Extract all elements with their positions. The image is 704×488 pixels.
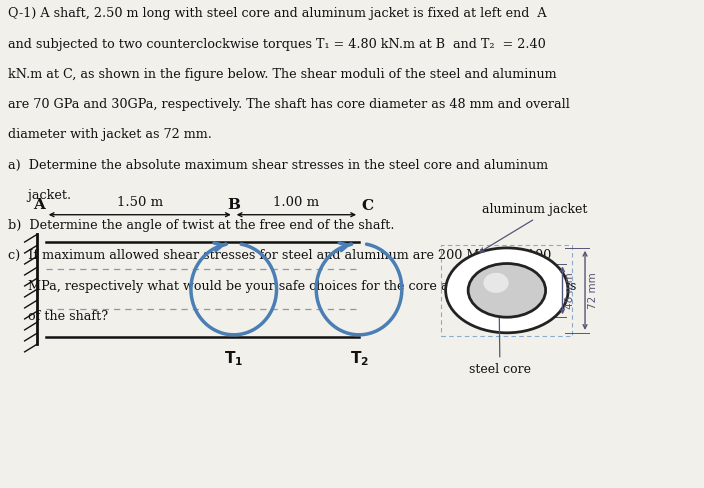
Text: $\mathbf{T_2}$: $\mathbf{T_2}$	[349, 349, 369, 367]
Text: B: B	[227, 198, 240, 212]
Text: are 70 GPa and 30GPa, respectively. The shaft has core diameter as 48 mm and ove: are 70 GPa and 30GPa, respectively. The …	[8, 98, 570, 111]
Text: of the shaft?: of the shaft?	[8, 310, 108, 323]
Circle shape	[468, 264, 546, 317]
Text: Q-1) A shaft, 2.50 m long with steel core and aluminum jacket is fixed at left e: Q-1) A shaft, 2.50 m long with steel cor…	[8, 7, 547, 20]
Text: aluminum jacket: aluminum jacket	[482, 203, 588, 216]
Text: MPa, respectively what would be your safe choices for the core and jacket diamet: MPa, respectively what would be your saf…	[8, 280, 577, 293]
Text: C: C	[361, 199, 374, 213]
Text: diameter with jacket as 72 mm.: diameter with jacket as 72 mm.	[8, 128, 213, 142]
Circle shape	[446, 248, 568, 333]
Text: c)  If maximum allowed shear stresses for steel and aluminum are 200 MPa and 100: c) If maximum allowed shear stresses for…	[8, 249, 552, 263]
Text: a)  Determine the absolute maximum shear stresses in the steel core and aluminum: a) Determine the absolute maximum shear …	[8, 159, 548, 172]
Ellipse shape	[484, 273, 508, 293]
Text: 72 mm: 72 mm	[588, 272, 598, 309]
Text: jacket.: jacket.	[8, 189, 72, 202]
Text: 1.00 m: 1.00 m	[273, 196, 320, 209]
Text: kN.m at C, as shown in the figure below. The shear moduli of the steel and alumi: kN.m at C, as shown in the figure below.…	[8, 68, 557, 81]
Text: 1.50 m: 1.50 m	[117, 196, 163, 209]
Text: b)  Determine the angle of twist at the free end of the shaft.: b) Determine the angle of twist at the f…	[8, 219, 395, 232]
Text: 48 mm: 48 mm	[565, 272, 575, 309]
Text: A: A	[33, 198, 44, 212]
Text: $\mathbf{T_1}$: $\mathbf{T_1}$	[224, 349, 244, 367]
Text: and subjected to two counterclockwise torques T₁ = 4.80 kN.m at B  and T₂  = 2.4: and subjected to two counterclockwise to…	[8, 38, 546, 51]
Text: steel core: steel core	[469, 363, 531, 376]
